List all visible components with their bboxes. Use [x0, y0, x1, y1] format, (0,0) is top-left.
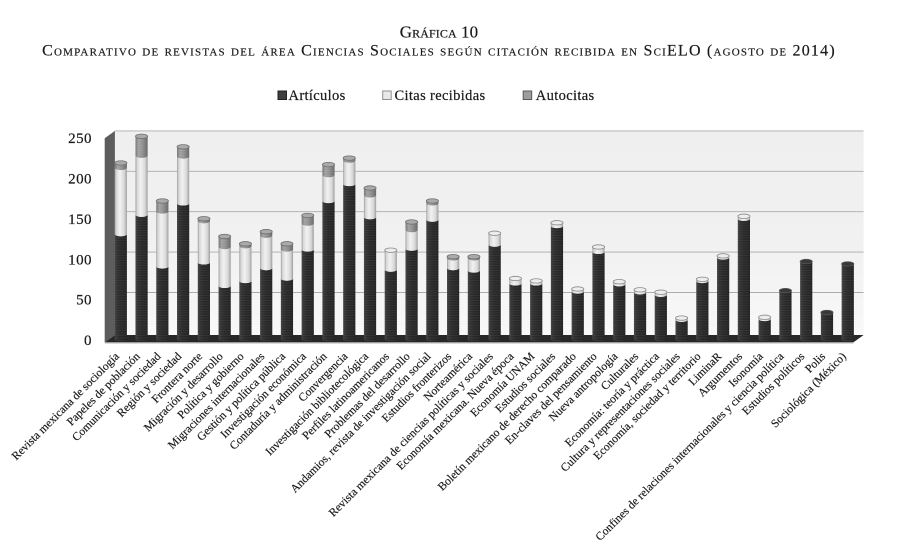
- svg-text:200: 200: [68, 172, 92, 188]
- svg-text:Autocitas: Autocitas: [536, 88, 595, 104]
- svg-text:Artículos: Artículos: [289, 88, 346, 104]
- svg-text:50: 50: [76, 293, 92, 309]
- svg-text:Gráfica 10: Gráfica 10: [400, 22, 479, 41]
- svg-text:250: 250: [68, 131, 92, 147]
- svg-text:0: 0: [84, 333, 92, 349]
- svg-text:Citas recibidas: Citas recibidas: [395, 88, 486, 104]
- svg-text:100: 100: [68, 252, 92, 268]
- svg-text:150: 150: [68, 212, 92, 228]
- svg-text:Comparativo de revistas del ár: Comparativo de revistas del área Ciencia…: [42, 42, 836, 59]
